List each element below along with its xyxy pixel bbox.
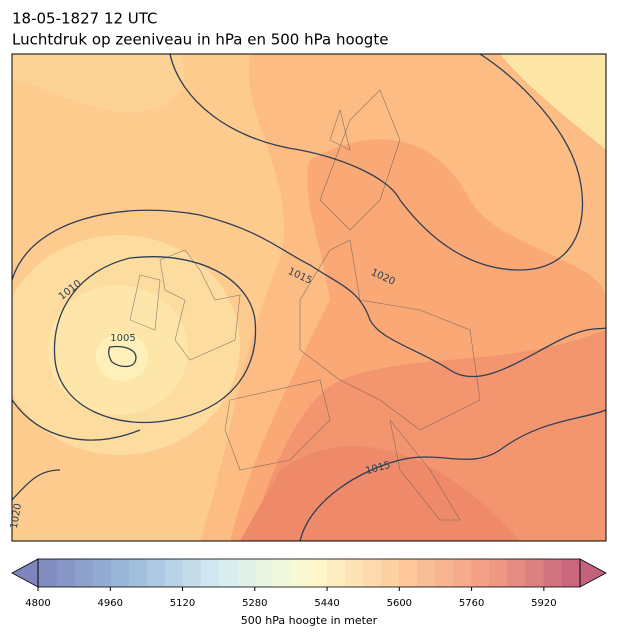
colorbar-level — [128, 559, 147, 587]
colorbar-extend-high — [579, 558, 607, 588]
contour-label: 1005 — [110, 333, 135, 344]
colorbar-tick-label: 5120 — [170, 598, 195, 609]
field — [96, 333, 148, 381]
map-title: Luchtdruk op zeeniveau in hPa en 500 hPa… — [12, 31, 388, 49]
colorbar-level — [146, 559, 165, 587]
colorbar-level — [345, 559, 364, 587]
map — [12, 54, 606, 541]
colorbar-level — [38, 559, 57, 587]
colorbar-level — [507, 559, 527, 587]
field — [500, 54, 606, 150]
map-frame — [11, 53, 607, 542]
colorbar-extend-low — [11, 558, 39, 588]
colorbar-level — [543, 559, 563, 587]
colorbar-level — [236, 559, 256, 587]
colorbar-level — [92, 559, 111, 587]
date-title: 18-05-1827 12 UTC — [12, 10, 158, 28]
colorbar-level — [218, 559, 238, 587]
colorbar-level — [182, 559, 201, 587]
colorbar-tick-label: 5760 — [459, 598, 484, 609]
contour-label: 1020 — [9, 503, 24, 530]
colorbar-level — [489, 559, 509, 587]
colorbar-frame — [37, 558, 581, 588]
colorbar-tick-label: 5600 — [387, 598, 412, 609]
colorbar-level — [471, 559, 490, 587]
field — [12, 54, 185, 113]
colorbar-level — [399, 559, 418, 587]
colorbar-level — [309, 559, 328, 587]
colorbar-level — [74, 559, 93, 587]
colorbar-level — [56, 559, 75, 587]
colorbar-level — [200, 559, 219, 587]
isobar — [53, 256, 257, 424]
colorbar-label: 500 hPa hoogte in meter — [241, 614, 378, 627]
colorbar-level — [164, 559, 183, 587]
isobar — [169, 54, 584, 271]
colorbar-level — [272, 559, 292, 587]
colorbar-tick-label: 5280 — [242, 598, 267, 609]
isobar — [299, 409, 606, 541]
colorbar-level — [561, 559, 581, 587]
colorbar-level — [453, 559, 472, 587]
colorbar-level — [381, 559, 400, 587]
colorbar-level — [327, 559, 346, 587]
isobar — [12, 209, 606, 441]
colorbar-level — [254, 559, 274, 587]
colorbar-tick-label: 4960 — [98, 598, 123, 609]
colorbar-tick-label: 4800 — [25, 598, 50, 609]
colorbar-level — [417, 559, 436, 587]
colorbar-level — [435, 559, 454, 587]
colorbar-level — [290, 559, 310, 587]
colorbar-tick-label: 5440 — [314, 598, 339, 609]
colorbar-level — [525, 559, 545, 587]
colorbar-tick-label: 5920 — [531, 598, 556, 609]
isobar — [12, 469, 61, 501]
colorbar: 4800 4960 5120 5280 5440 5600 5760 5920 — [11, 558, 607, 609]
isobar — [108, 345, 137, 368]
colorbar-level — [110, 559, 129, 587]
colorbar-level — [363, 559, 382, 587]
